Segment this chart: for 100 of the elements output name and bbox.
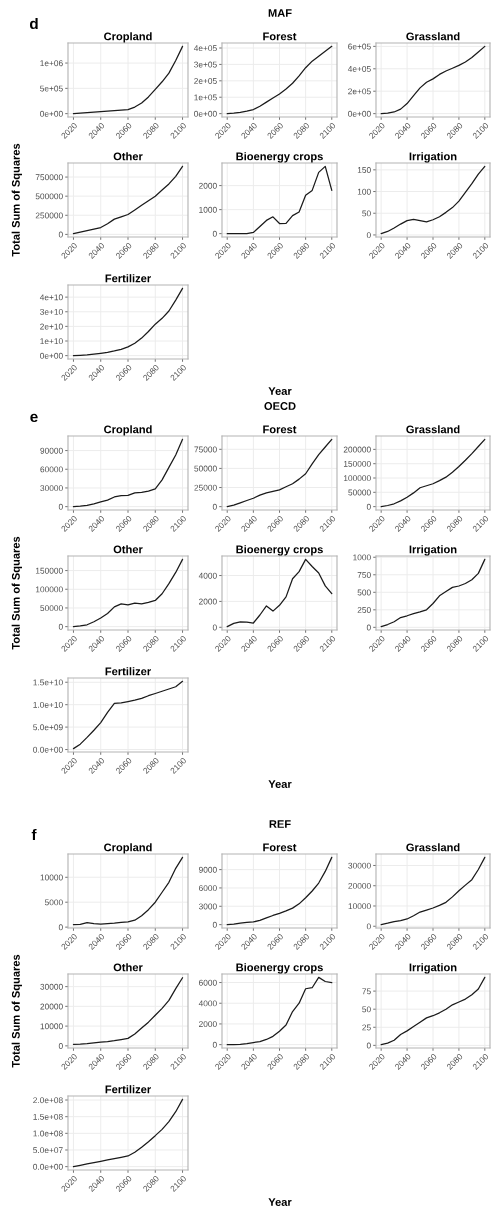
y-tick-label: 4e+05 xyxy=(347,65,371,72)
line-series xyxy=(226,165,333,235)
y-tick-label: 2e+05 xyxy=(194,78,217,84)
y-axis-title: Total Sum of Squares xyxy=(11,536,22,650)
y-tick-label: 0e+00 xyxy=(40,110,63,117)
chart-title: Forest xyxy=(263,32,297,41)
y-tick-label: 50 xyxy=(362,210,371,217)
y-tick-label: 25000 xyxy=(194,484,217,491)
y-tick-label: 50000 xyxy=(194,465,217,472)
line-series xyxy=(226,45,333,115)
y-tick-label: 6000 xyxy=(199,979,217,986)
chart-title: Fertilizer xyxy=(105,274,151,283)
chart-title: Other xyxy=(113,963,143,972)
y-tick-label: 9000 xyxy=(198,866,217,873)
y-tick-label: 100000 xyxy=(35,586,63,593)
chart-title: Irrigation xyxy=(409,963,457,974)
y-tick-label: 50 xyxy=(362,1006,371,1013)
y-tick-label: 0 xyxy=(366,923,371,930)
y-tick-label: 0 xyxy=(366,503,371,510)
y-tick-label: 0 xyxy=(58,1043,63,1049)
y-tick-label: 750000 xyxy=(35,174,63,181)
y-tick-label: 0 xyxy=(366,232,371,239)
y-tick-label: 100000 xyxy=(343,475,371,482)
y-tick-label: 150000 xyxy=(343,460,371,467)
y-tick-label: 10000 xyxy=(40,1023,63,1030)
chart-title: Grassland xyxy=(406,843,460,852)
y-tick-label: 0 xyxy=(212,503,217,510)
y-tick-label: 0 xyxy=(58,623,63,630)
line-series xyxy=(72,45,184,115)
y-tick-label: 0 xyxy=(366,624,371,631)
y-tick-label: 500000 xyxy=(35,193,63,200)
text: f xyxy=(31,828,37,840)
chart-title: Grassland xyxy=(406,425,460,434)
y-tick-label: 10000 xyxy=(348,903,371,910)
y-tick-label: 200000 xyxy=(343,446,371,453)
y-tick-label: 20000 xyxy=(348,882,371,889)
y-tick-label: 1e+05 xyxy=(194,94,217,101)
text: Year xyxy=(268,1198,292,1206)
text: REF xyxy=(269,820,291,828)
y-tick-label: 30000 xyxy=(348,862,371,869)
chart-title: Irrigation xyxy=(409,152,457,163)
chart-title: Cropland xyxy=(104,425,152,436)
line-series xyxy=(72,977,184,1045)
line-series xyxy=(380,45,486,115)
y-tick-label: 4000 xyxy=(198,572,217,579)
line-series xyxy=(380,165,486,235)
y-tick-label: 60000 xyxy=(40,466,63,473)
chart-title: Other xyxy=(113,152,143,161)
y-tick-label: 0 xyxy=(58,503,63,510)
y-tick-label: 50000 xyxy=(40,605,63,612)
line-series xyxy=(380,976,486,1046)
y-tick-label: 500 xyxy=(357,589,371,596)
y-axis-title: Total Sum of Squares xyxy=(11,143,22,257)
line-series xyxy=(72,287,184,357)
line-series xyxy=(72,438,184,508)
y-tick-label: 3000 xyxy=(198,903,217,910)
y-tick-label: 5.0e+07 xyxy=(33,1147,63,1154)
y-tick-label: 150000 xyxy=(35,567,63,574)
y-tick-label: 75000 xyxy=(194,446,217,453)
chart-title: Fertilizer xyxy=(105,1085,151,1094)
text: Year xyxy=(268,780,292,788)
chart-title: Grassland xyxy=(406,32,460,41)
chart-title: Bioenergy crops xyxy=(236,152,323,163)
y-tick-label: 2e+10 xyxy=(40,323,63,330)
y-tick-label: 1000 xyxy=(353,554,371,561)
y-tick-label: 0 xyxy=(212,230,217,237)
y-tick-label: 1e+06 xyxy=(40,60,63,67)
y-tick-label: 0 xyxy=(58,231,63,238)
y-tick-label: 0 xyxy=(212,624,217,631)
y-tick-label: 0 xyxy=(212,921,217,928)
y-tick-label: 2e+05 xyxy=(348,88,371,95)
y-tick-label: 5.0e+09 xyxy=(33,724,63,731)
text: d xyxy=(29,17,38,30)
chart-title: Forest xyxy=(263,843,297,852)
y-tick-label: 0.0e+00 xyxy=(33,746,63,753)
y-tick-label: 1e+10 xyxy=(40,338,63,345)
line-series xyxy=(72,165,184,235)
y-tick-label: 2.0e+08 xyxy=(33,1097,63,1104)
y-tick-label: 0e+00 xyxy=(40,352,63,359)
y-tick-label: 3e+05 xyxy=(194,61,217,68)
y-tick-label: 50000 xyxy=(348,489,371,496)
y-tick-label: 250 xyxy=(357,607,371,613)
y-tick-label: 30000 xyxy=(40,983,63,990)
text: e xyxy=(30,413,38,423)
y-tick-label: 10000 xyxy=(40,874,63,881)
y-tick-label: 0e+00 xyxy=(194,110,217,117)
y-tick-label: 0 xyxy=(212,1041,217,1048)
y-tick-label: 100 xyxy=(357,188,371,195)
y-tick-label: 90000 xyxy=(40,447,63,454)
y-tick-label: 250000 xyxy=(35,212,63,219)
y-tick-label: 25 xyxy=(362,1024,371,1031)
chart-title: Cropland xyxy=(104,843,152,854)
line-series xyxy=(226,438,333,508)
y-tick-label: 30000 xyxy=(40,485,63,492)
y-tick-label: 75 xyxy=(362,988,371,995)
line-series xyxy=(380,558,486,628)
line-series xyxy=(380,856,486,926)
y-tick-label: 2000 xyxy=(199,598,217,605)
chart-title: Irrigation xyxy=(409,545,457,556)
line-series xyxy=(226,976,333,1046)
